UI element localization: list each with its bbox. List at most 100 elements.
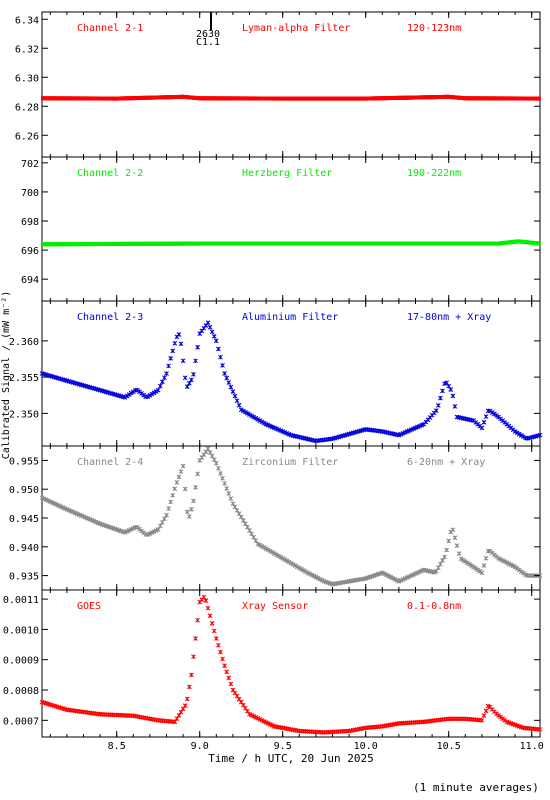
data-point [195, 471, 200, 477]
data-point [191, 372, 196, 377]
data-point [538, 241, 541, 246]
y-tick-label: 0.950 [9, 485, 39, 496]
data-point [537, 727, 543, 732]
data-series-2 [41, 239, 541, 247]
data-point [168, 356, 174, 361]
data-point [189, 377, 194, 383]
channel-label: Channel 2-1 [77, 23, 143, 34]
y-tick-label: 0.0010 [3, 625, 39, 636]
data-point [155, 527, 161, 532]
y-tick-label: 2.350 [9, 409, 39, 420]
data-point [226, 491, 232, 496]
data-point [460, 557, 466, 563]
y-tick-label: 0.0011 [3, 595, 39, 606]
data-point [184, 509, 190, 515]
flare-class: C1.1 [196, 37, 220, 48]
data-point [218, 354, 223, 360]
data-point [249, 531, 254, 537]
data-point [228, 384, 234, 390]
data-point [193, 636, 198, 641]
y-tick-label: 6.34 [15, 15, 39, 26]
x-tick-label: 8.5 [108, 741, 126, 752]
data-point [216, 346, 221, 352]
data-point [186, 684, 192, 690]
panel-frame [41, 589, 541, 738]
data-point [481, 419, 487, 425]
panel-4: 0.935 0.940 0.945 0.950 0.955 Channel 2-4 Zirc… [9, 445, 543, 591]
x-axis: 8.5 9.0 9.5 10.0 10.5 11.0 [108, 741, 544, 752]
data-point [238, 514, 244, 520]
y-tick-label: 2.360 [9, 337, 39, 348]
data-point [228, 681, 234, 687]
y-tick-label: 6.26 [15, 131, 39, 142]
data-point [162, 516, 167, 522]
data-point [203, 598, 209, 603]
chart-panels: 6.26 6.28 6.30 6.32 6.34 Channel 2-1 Lyman-alp… [3, 11, 543, 738]
data-point [159, 519, 165, 525]
data-point [182, 375, 188, 381]
data-point [172, 486, 178, 492]
x-tick-label: 9.0 [191, 741, 209, 752]
y-tick-label: 698 [21, 217, 39, 228]
channel-label: Channel 2-4 [77, 457, 143, 468]
y-tick-label: 6.28 [15, 102, 39, 113]
data-point [207, 613, 213, 619]
panel-5: 0.0007 0.0008 0.0009 0.0010 0.0011 GOES Xray S… [3, 589, 543, 738]
data-point [159, 379, 165, 385]
data-point [174, 480, 180, 485]
data-point [469, 563, 474, 568]
band-label: 17-80nm + Xray [407, 312, 491, 323]
data-point [483, 414, 489, 419]
data-point [189, 672, 194, 678]
data-point [195, 617, 200, 623]
data-point [220, 476, 225, 481]
data-point [213, 636, 219, 641]
data-point [184, 696, 190, 702]
flare-peak-time: 2630 [196, 29, 220, 40]
y-tick-label: 694 [21, 275, 39, 286]
data-point [444, 547, 449, 553]
data-point [240, 518, 246, 523]
data-point [481, 563, 487, 568]
data-point [189, 507, 194, 512]
data-series-1 [41, 94, 541, 101]
data-point [444, 380, 449, 386]
data-point [479, 570, 485, 576]
data-point [211, 457, 217, 463]
data-point [483, 555, 489, 561]
data-point [155, 387, 161, 393]
data-point [452, 535, 458, 541]
data-point [209, 329, 215, 335]
band-label: 6-20nm + Xray [407, 457, 485, 468]
data-point [168, 499, 174, 505]
data-point [195, 344, 200, 350]
data-point [216, 642, 221, 648]
data-point [201, 594, 207, 600]
y-tick-label: 0.955 [9, 456, 39, 467]
data-point [236, 402, 242, 408]
data-point [209, 453, 215, 459]
data-point [450, 527, 456, 533]
data-point [433, 408, 439, 414]
y-tick-label: 702 [21, 159, 39, 170]
data-point [452, 404, 458, 409]
data-point [207, 450, 213, 455]
data-series-4 [39, 446, 543, 587]
data-point [164, 371, 169, 376]
data-point [435, 403, 441, 408]
data-point [170, 348, 176, 354]
data-point [479, 425, 485, 431]
data-point [234, 507, 240, 513]
data-point [191, 498, 196, 504]
data-point [180, 358, 186, 364]
data-point [180, 463, 186, 469]
data-point [184, 384, 190, 389]
y-tick-label: 0.940 [9, 543, 39, 554]
data-point [253, 538, 259, 543]
y-tick-label: 6.32 [15, 44, 39, 55]
y-tick-label: 0.0009 [3, 656, 39, 667]
data-point [166, 506, 171, 511]
x-tick-label: 10.0 [354, 741, 378, 752]
x-tick-label: 11.0 [520, 741, 544, 752]
data-point [193, 485, 198, 490]
